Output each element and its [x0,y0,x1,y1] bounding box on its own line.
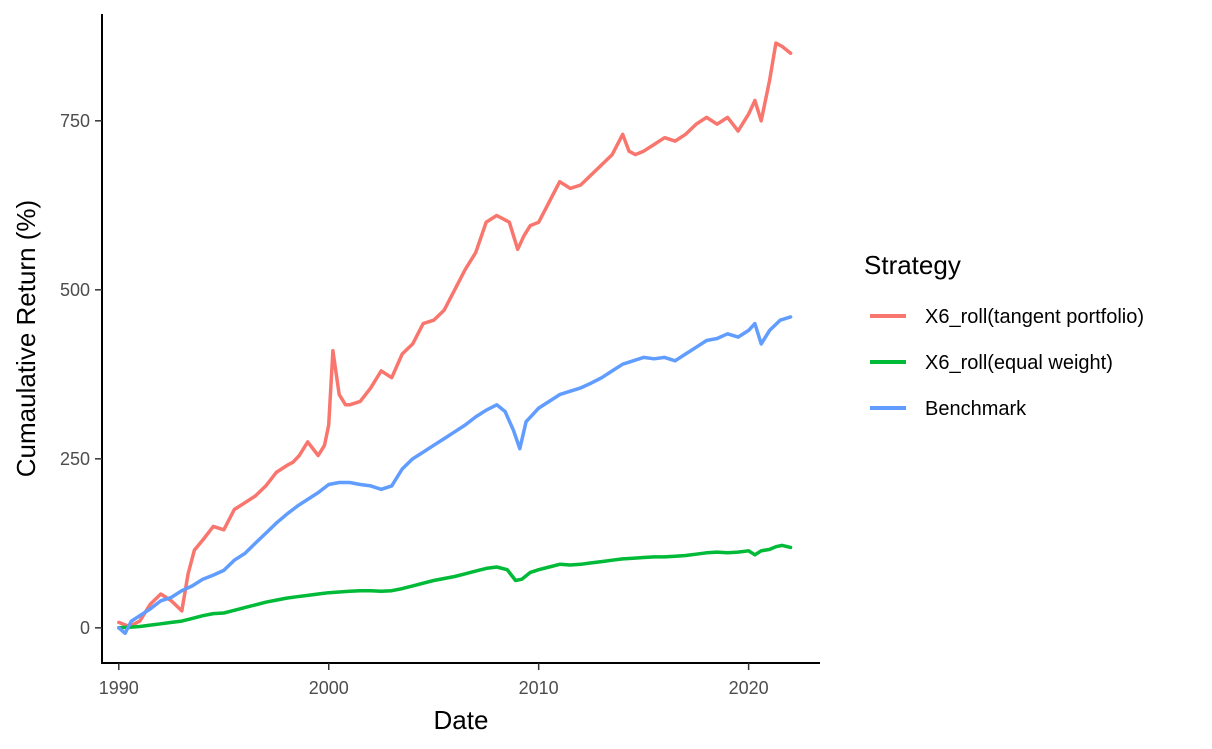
y-tick-label: 250 [60,449,90,469]
legend-label: Benchmark [925,398,1027,420]
legend-label: X6_roll(equal weight) [925,352,1113,374]
series-line-1 [117,543,793,630]
x-tick-label: 2000 [309,678,349,698]
y-axis-title: Cumaulative Return (%) [11,200,41,477]
x-tick-label: 2020 [729,678,769,698]
legend-title: Strategy [864,250,961,280]
x-tick-label: 2010 [519,678,559,698]
legend-label: X6_roll(tangent portfolio) [925,306,1144,328]
legend: Strategy X6_roll(tangent portfolio) X6_ro… [864,250,1144,420]
y-tick-label: 0 [80,618,90,638]
plot-area [117,41,793,636]
series-line-2 [117,315,793,636]
y-tick-label: 750 [60,111,90,131]
y-axis-ticks: 0 250 500 750 [60,111,102,638]
x-tick-label: 1990 [99,678,139,698]
series-line-0 [117,41,793,629]
x-axis-title: Date [434,705,489,735]
series-lines [117,41,793,636]
y-tick-label: 500 [60,280,90,300]
x-axis-ticks: 1990 2000 2010 2020 [99,663,769,698]
